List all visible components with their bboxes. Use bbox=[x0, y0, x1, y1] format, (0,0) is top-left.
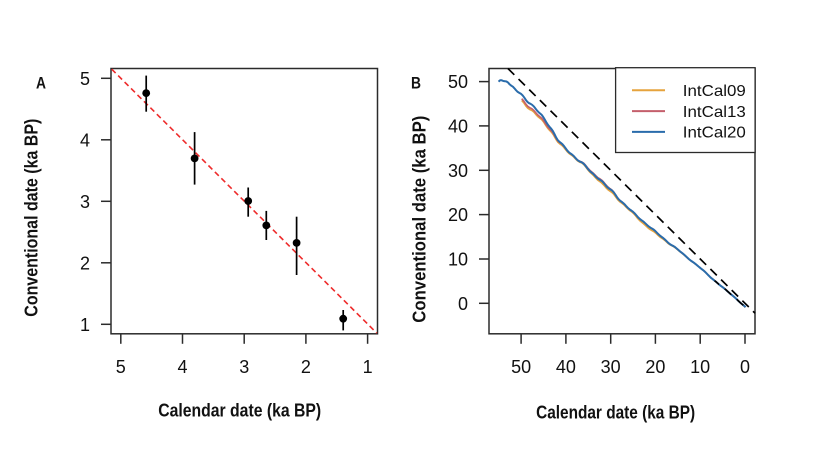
svg-text:10: 10 bbox=[690, 357, 710, 377]
svg-text:IntCal09: IntCal09 bbox=[683, 83, 746, 100]
svg-text:40: 40 bbox=[448, 117, 468, 137]
svg-text:0: 0 bbox=[458, 294, 468, 314]
svg-text:1: 1 bbox=[80, 315, 90, 335]
svg-text:Calendar date (ka BP): Calendar date (ka BP) bbox=[158, 401, 321, 421]
svg-text:10: 10 bbox=[448, 250, 468, 270]
svg-text:3: 3 bbox=[80, 192, 90, 212]
svg-text:30: 30 bbox=[448, 161, 468, 181]
svg-text:0: 0 bbox=[740, 357, 750, 377]
svg-text:40: 40 bbox=[556, 357, 576, 377]
svg-text:5: 5 bbox=[80, 69, 90, 89]
svg-text:1: 1 bbox=[363, 357, 373, 377]
svg-text:5: 5 bbox=[116, 357, 126, 377]
svg-text:4: 4 bbox=[177, 357, 187, 377]
svg-text:A: A bbox=[36, 74, 46, 93]
svg-text:Conventional date (ka BP): Conventional date (ka BP) bbox=[410, 116, 430, 323]
svg-text:3: 3 bbox=[239, 357, 249, 377]
svg-text:Conventional date (ka BP): Conventional date (ka BP) bbox=[22, 119, 42, 317]
svg-text:Calendar date (ka BP): Calendar date (ka BP) bbox=[536, 403, 695, 423]
svg-text:20: 20 bbox=[448, 205, 468, 225]
svg-text:2: 2 bbox=[80, 253, 90, 273]
svg-text:2: 2 bbox=[301, 357, 311, 377]
svg-text:20: 20 bbox=[645, 357, 665, 377]
svg-text:B: B bbox=[411, 74, 421, 93]
svg-text:IntCal20: IntCal20 bbox=[683, 125, 746, 142]
svg-text:50: 50 bbox=[448, 72, 468, 92]
svg-text:30: 30 bbox=[601, 357, 621, 377]
svg-text:IntCal13: IntCal13 bbox=[683, 104, 746, 121]
svg-text:50: 50 bbox=[511, 357, 531, 377]
svg-text:4: 4 bbox=[80, 130, 90, 150]
